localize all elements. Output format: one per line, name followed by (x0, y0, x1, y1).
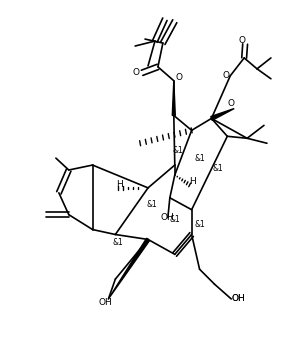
Polygon shape (172, 81, 175, 116)
Text: &1: &1 (212, 164, 223, 172)
Text: O: O (133, 68, 140, 77)
Text: H: H (116, 180, 123, 189)
Text: OH: OH (98, 298, 112, 307)
Text: &1: &1 (169, 215, 180, 224)
Text: &1: &1 (194, 220, 205, 229)
Polygon shape (211, 109, 234, 120)
Text: O: O (222, 71, 229, 80)
Text: OH: OH (161, 213, 175, 222)
Text: &1: &1 (194, 154, 205, 162)
Text: OH: OH (232, 294, 246, 303)
Text: OH: OH (232, 295, 246, 304)
Text: H: H (189, 177, 196, 186)
Text: &1: &1 (172, 146, 183, 155)
Text: O: O (228, 99, 235, 108)
Text: &1: &1 (147, 200, 157, 209)
Polygon shape (109, 238, 150, 299)
Text: O: O (176, 73, 183, 82)
Text: &1: &1 (113, 238, 124, 247)
Text: O: O (239, 36, 246, 45)
